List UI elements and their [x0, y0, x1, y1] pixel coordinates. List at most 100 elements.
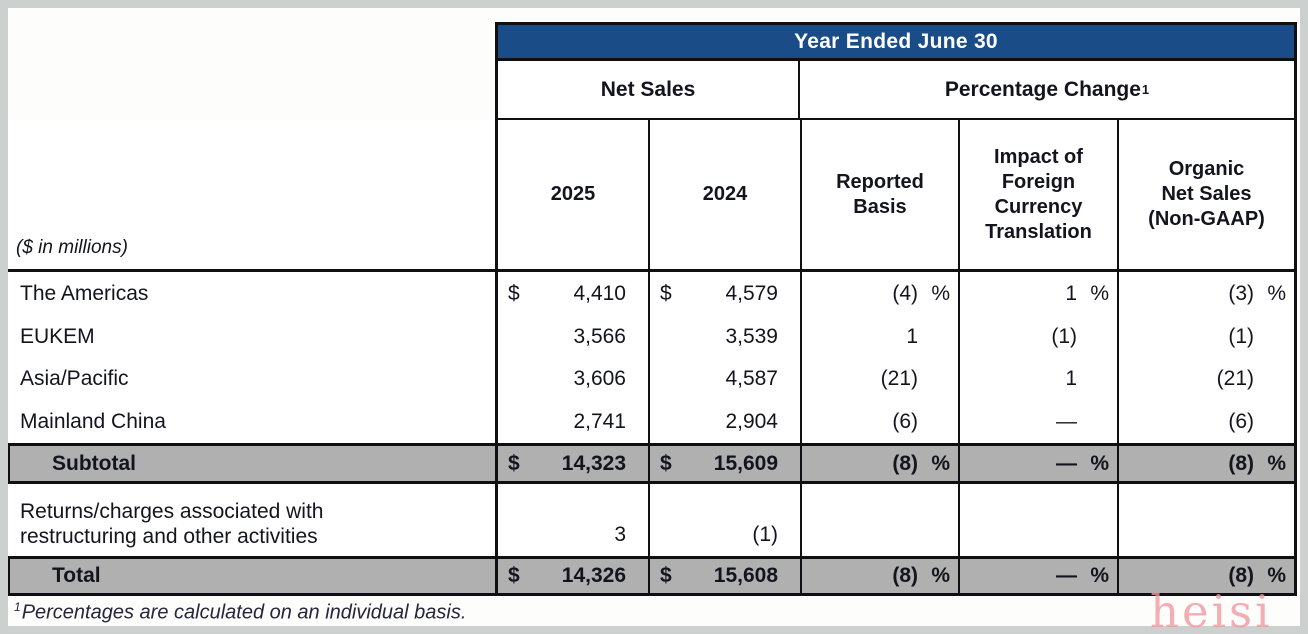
cell-china-organic: (6) [1117, 400, 1297, 443]
cell-total-2024: $ 15,608 [648, 556, 800, 596]
row-label-asia-pacific: Asia/Pacific [20, 367, 129, 391]
cell-returns-fx [958, 484, 1117, 556]
pct-value: — [1056, 409, 1077, 433]
cell-asia-reported: (21) [800, 358, 958, 400]
group-left-spacer [8, 61, 495, 120]
percent-sign: % [1090, 451, 1109, 475]
pct-value: (8) [892, 564, 918, 588]
value-2025: 2,741 [573, 409, 626, 433]
cell-eukem-2025: 3,566 [495, 316, 648, 358]
value-2025: 3,566 [573, 325, 626, 349]
column-header-organic-net-sales: Organic Net Sales (Non-GAAP) [1117, 120, 1297, 272]
row-label-returns-charges: Returns/charges associated with restruct… [20, 499, 324, 548]
cell-total-organic: (8) % [1117, 556, 1297, 596]
cell-americas-2024: $ 4,579 [648, 272, 800, 316]
pct-value: — [1056, 451, 1077, 475]
pct-value: (8) [892, 451, 918, 475]
pct-value: (1) [1051, 325, 1077, 349]
pct-value: (3) [1228, 282, 1254, 306]
pct-value: (1) [1228, 325, 1254, 349]
pct-value: (21) [880, 367, 918, 391]
cell-asia-organic: (21) [1117, 358, 1297, 400]
cell-china-2024: 2,904 [648, 400, 800, 443]
value-2024: 4,579 [725, 282, 778, 306]
cell-eukem-2024: 3,539 [648, 316, 800, 358]
column-header-2025: 2025 [495, 120, 648, 272]
group-header-net-sales: Net Sales [495, 61, 800, 120]
cell-eukem-organic: (1) [1117, 316, 1297, 358]
cell-asia-fx: 1 [958, 358, 1117, 400]
footnote: 1Percentages are calculated on an indivi… [14, 600, 466, 625]
currency-sign: $ [660, 564, 672, 588]
cell-subtotal-2024: $ 15,609 [648, 443, 800, 484]
column-header-fx-impact: Impact of Foreign Currency Translation [958, 120, 1117, 272]
cell-returns-2025: 3 [495, 484, 648, 556]
column-header-reported-basis: Reported Basis [800, 120, 958, 272]
row-label-mainland-china: Mainland China [20, 409, 166, 433]
cell-subtotal-fx: — % [958, 443, 1117, 484]
percent-sign: % [1090, 282, 1109, 306]
pct-value: (21) [1216, 367, 1254, 391]
value-2024: (1) [752, 522, 778, 546]
cell-total-2025: $ 14,326 [495, 556, 648, 596]
value-2025: 14,323 [561, 451, 626, 475]
percent-sign: % [931, 451, 950, 475]
column-header-2024: 2024 [648, 120, 800, 272]
percentage-change-footnote-marker: 1 [1141, 81, 1150, 97]
cell-subtotal-organic: (8) % [1117, 443, 1297, 484]
cell-total-fx: — % [958, 556, 1117, 596]
pct-value: 1 [1065, 282, 1077, 306]
net-sales-table: Year Ended June 30 Net Sales Percentage … [8, 22, 1297, 596]
value-2024: 4,587 [725, 367, 778, 391]
currency-sign: $ [660, 282, 672, 306]
pct-value: 1 [1065, 367, 1077, 391]
value-2024: 15,608 [713, 564, 778, 588]
units-note: ($ in millions) [8, 120, 495, 272]
percent-sign: % [1267, 282, 1286, 306]
cell-returns-organic [1117, 484, 1297, 556]
percent-sign: % [931, 564, 950, 588]
value-2025: 14,326 [561, 564, 626, 588]
row-label-eukem: EUKEM [20, 325, 95, 349]
cell-asia-2024: 4,587 [648, 358, 800, 400]
row-label-americas: The Americas [20, 282, 149, 306]
cell-china-reported: (6) [800, 400, 958, 443]
currency-sign: $ [508, 282, 520, 306]
value-2025: 3 [614, 522, 626, 546]
pct-value: (6) [892, 409, 918, 433]
cell-returns-2024: (1) [648, 484, 800, 556]
percent-sign: % [1090, 564, 1109, 588]
cell-subtotal-2025: $ 14,323 [495, 443, 648, 484]
value-2024: 3,539 [725, 325, 778, 349]
percent-sign: % [1267, 451, 1286, 475]
currency-sign: $ [508, 564, 520, 588]
cell-americas-organic: (3) % [1117, 272, 1297, 316]
currency-sign: $ [508, 451, 520, 475]
cell-asia-2025: 3,606 [495, 358, 648, 400]
value-2025: 3,606 [573, 367, 626, 391]
cell-china-fx: — [958, 400, 1117, 443]
pct-value: (8) [1228, 564, 1254, 588]
pct-value: (4) [892, 282, 918, 306]
pct-value: (8) [1228, 451, 1254, 475]
cell-eukem-fx: (1) [958, 316, 1117, 358]
table-title-banner: Year Ended June 30 [495, 22, 1297, 61]
pct-value: — [1056, 564, 1077, 588]
cell-china-2025: 2,741 [495, 400, 648, 443]
row-label-total: Total [8, 556, 495, 596]
banner-left-spacer [8, 22, 495, 61]
cell-americas-reported: (4) % [800, 272, 958, 316]
cell-subtotal-reported: (8) % [800, 443, 958, 484]
cell-returns-reported [800, 484, 958, 556]
percentage-change-label: Percentage Change [944, 77, 1141, 101]
percent-sign: % [1267, 564, 1286, 588]
pct-value: (6) [1228, 409, 1254, 433]
value-2024: 2,904 [725, 409, 778, 433]
cell-americas-fx: 1 % [958, 272, 1117, 316]
footnote-marker: 1 [14, 600, 21, 614]
pct-value: 1 [906, 325, 918, 349]
net-sales-label: Net Sales [600, 77, 696, 101]
cell-eukem-reported: 1 [800, 316, 958, 358]
value-2025: 4,410 [573, 282, 626, 306]
